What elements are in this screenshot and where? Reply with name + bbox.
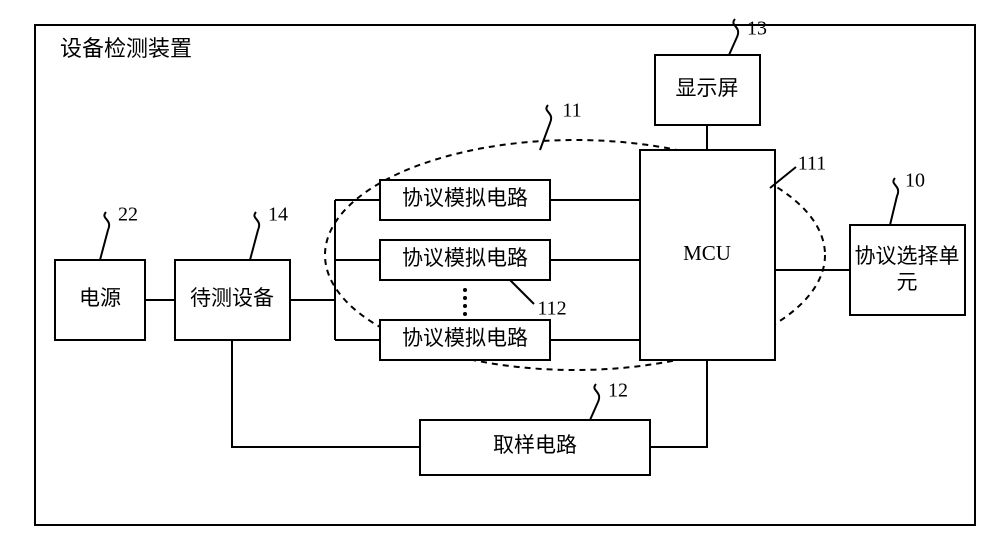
node-dut: 待测设备 [175,260,290,340]
diagram-title: 设备检测装置 [60,36,192,61]
node-power: 电源 [55,260,145,340]
callout-22: 22 [118,204,138,226]
callout-112: 112 [537,298,566,320]
node-mcu: MCU [640,150,775,360]
node-sampling: 取样电路 [420,420,650,475]
callout-111: 111 [798,153,827,175]
node-proto3: 协议模拟电路 [380,320,550,360]
diagram-canvas: 设备检测装置 电源 待测设备 协议模拟电路 协议模拟电路 协议模拟电路 [0,0,1000,547]
callout-11: 11 [562,100,581,122]
node-proto1: 协议模拟电路 [380,180,550,220]
selector-label-2: 元 [897,270,918,294]
node-proto2: 协议模拟电路 [380,240,550,280]
power-label: 电源 [79,286,121,310]
proto3-label: 协议模拟电路 [402,326,528,350]
node-display: 显示屏 [655,55,760,125]
proto2-label: 协议模拟电路 [402,246,528,270]
display-label: 显示屏 [676,76,739,100]
sampling-label: 取样电路 [493,433,577,457]
callout-10: 10 [905,170,925,192]
dut-label: 待测设备 [190,286,274,310]
node-selector: 协议选择单 元 [850,225,965,315]
callout-14: 14 [268,204,288,226]
proto1-label: 协议模拟电路 [402,186,528,210]
mcu-label: MCU [683,241,731,265]
callout-12: 12 [608,380,628,402]
callout-13: 13 [747,18,767,40]
selector-label-1: 协议选择单 [855,244,960,268]
